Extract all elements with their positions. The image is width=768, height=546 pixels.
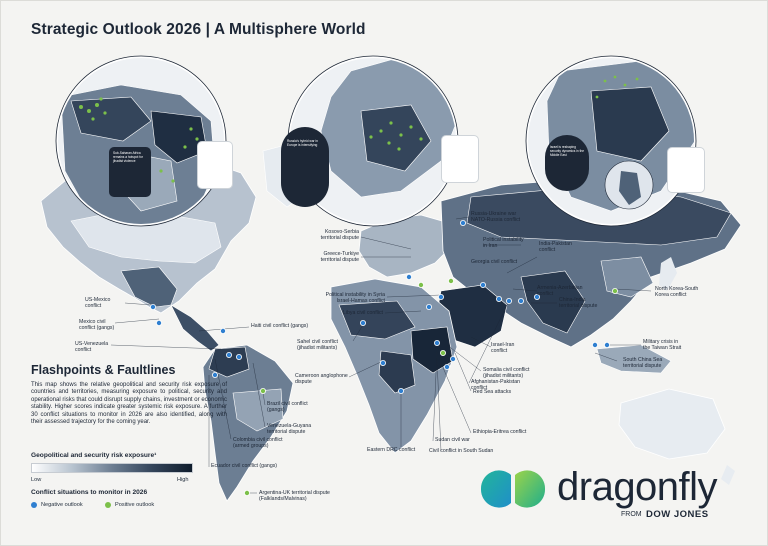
label-sudan: Sudan civil war xyxy=(435,437,470,443)
inset-mideast-legend xyxy=(667,147,705,193)
label-sahel: Sahel civil conflict (jihadist militants… xyxy=(297,339,338,351)
label-colombia: Colombia civil conflict (armed groups) xyxy=(233,437,283,449)
label-greece-turkiye: Greece-Turkiye territorial dispute xyxy=(320,251,359,263)
label-cameroon: Cameroon anglophone dispute xyxy=(295,373,348,385)
label-syria-israel-hamas: Political instability in Syria Israel-Ha… xyxy=(325,292,385,304)
inset-europe-caption: Russia's hybrid war in Europe is intensi… xyxy=(281,127,329,207)
label-russia-ukraine: Russia-Ukraine war NATO-Russia conflict xyxy=(471,211,521,223)
brand-owner: DOW JONES xyxy=(646,509,709,520)
key-positive: Positive outlook xyxy=(105,502,154,508)
label-venezuela-guyana: Venezuela-Guyana territorial dispute xyxy=(267,423,312,435)
scale-title: Geopolitical and security risk exposure¹ xyxy=(31,452,157,459)
label-georgia: Georgia civil conflict xyxy=(471,259,518,265)
label-china-india: China-India territorial dispute xyxy=(559,297,598,309)
inset-middle-east xyxy=(525,55,697,227)
label-mexico-civil: Mexico civil conflict (gangs) xyxy=(79,319,115,331)
brand-from: FROM xyxy=(621,511,642,518)
legend-body: This map shows the relative geopolitical… xyxy=(31,382,227,426)
label-eastern-drc: Eastern DRC conflict xyxy=(367,447,416,453)
legend-heading: Flashpoints & Faultlines xyxy=(31,363,176,377)
negative-dot-icon xyxy=(31,502,37,508)
label-afghanistan-pakistan: Afghanistan-Pakistan conflict xyxy=(471,379,521,391)
label-brazil: Brazil civil conflict (gangs) xyxy=(267,401,308,413)
label-kosovo-serbia: Kosovo-Serbia territorial dispute xyxy=(320,229,359,241)
australia xyxy=(618,388,726,460)
key-positive-label: Positive outlook xyxy=(115,502,155,508)
inset-africa-caption: Sub-Saharan Africa remains a hotspot for… xyxy=(109,147,151,197)
conflict-title: Conflict situations to monitor in 2026 xyxy=(31,489,148,496)
label-military-taiwan: Military crisis in the Taiwan Strait xyxy=(643,339,682,351)
inset-africa-title: Sub-Saharan Africa remains a hotspot for… xyxy=(113,151,143,163)
label-somalia: Somalia civil conflict (jihadist militan… xyxy=(483,367,530,379)
scale-low: Low xyxy=(31,477,42,483)
label-ethiopia-eritrea: Ethiopia-Eritrea conflict xyxy=(473,429,527,435)
label-armenia-azerbaijan: Armenia-Azerbaijan conflict xyxy=(537,285,583,297)
brand-name: dragonfly xyxy=(557,465,718,509)
positive-dot-icon xyxy=(105,502,111,508)
label-israel-iran: Israel-Iran conflict xyxy=(491,342,515,354)
label-india-pakistan: India-Pakistan conflict xyxy=(539,241,572,253)
inset-europe-title: Russia's hybrid war in Europe is intensi… xyxy=(287,139,318,147)
label-haiti: Haiti civil conflict (gangs) xyxy=(251,323,309,329)
inset-europe-legend xyxy=(441,135,479,183)
dragonfly-logo-icon xyxy=(480,470,546,508)
inset-europe xyxy=(287,55,459,227)
scale-high: High xyxy=(177,477,189,483)
label-north-south-korea: North Korea-South Korea conflict xyxy=(655,286,699,298)
inset-africa-legend xyxy=(197,141,233,189)
label-south-china-sea: South China Sea territorial dispute xyxy=(623,357,663,369)
key-negative-label: Negative outlook xyxy=(41,502,83,508)
label-argentina-uk: Argentina-UK territorial dispute (Falkla… xyxy=(259,490,330,502)
key-negative: Negative outlook xyxy=(31,502,83,508)
inset-mideast-title: Israel is reshaping security dynamics in… xyxy=(550,145,585,157)
label-us-venezuela: US-Venezuela conflict xyxy=(75,341,109,353)
label-south-sudan: Civil conflict in South Sudan xyxy=(429,448,494,454)
page-title: Strategic Outlook 2026 | A Multisphere W… xyxy=(31,21,366,38)
label-red-sea: Red Sea attacks xyxy=(473,389,512,395)
brand-block: dragonfly FROM DOW JONES xyxy=(477,463,747,523)
label-political-instability-iran: Political instability in Iran xyxy=(483,237,524,249)
label-us-mexico: US-Mexico conflict xyxy=(85,297,111,309)
legend: Flashpoints & Faultlines This map shows … xyxy=(31,363,227,426)
inset-mideast-caption: Israel is reshaping security dynamics in… xyxy=(545,135,589,191)
label-libya: Libya civil conflict xyxy=(342,310,383,316)
label-ecuador: Ecuador civil conflict (gangs) xyxy=(211,463,278,469)
risk-scale-bar xyxy=(31,463,193,473)
